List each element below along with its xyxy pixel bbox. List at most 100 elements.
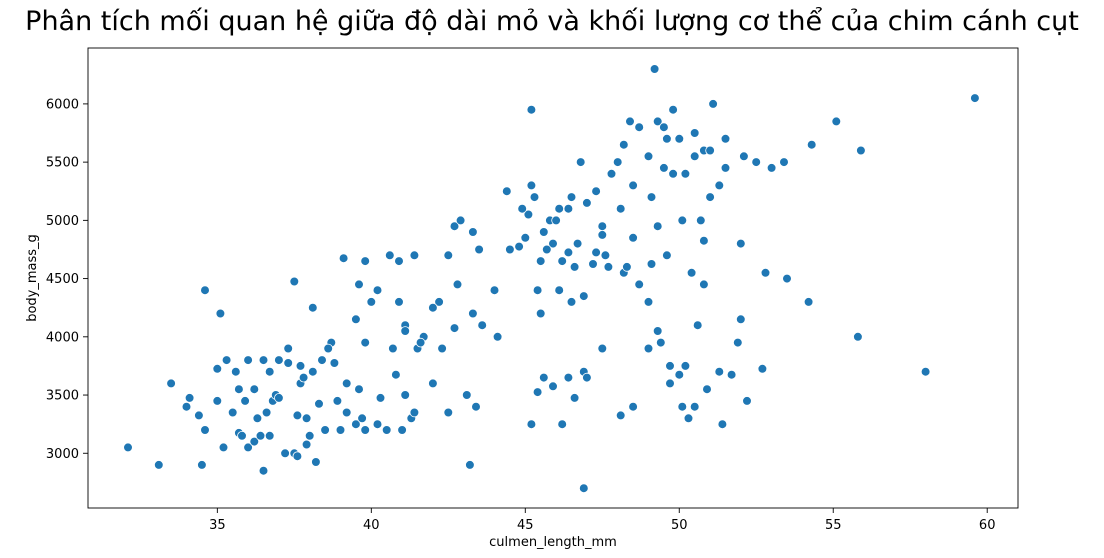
data-point	[591, 247, 601, 258]
data-point	[597, 230, 608, 240]
data-point	[563, 203, 574, 214]
data-point	[665, 378, 675, 389]
data-point	[200, 285, 210, 296]
data-point	[240, 396, 250, 406]
data-point	[757, 363, 768, 374]
data-point	[351, 314, 361, 325]
data-point	[541, 244, 552, 255]
data-point	[779, 157, 789, 167]
data-point	[234, 384, 244, 395]
data-point	[557, 419, 567, 430]
data-point	[582, 198, 592, 208]
data-point	[388, 343, 398, 354]
data-point	[760, 267, 771, 278]
data-point	[831, 116, 842, 127]
data-point	[603, 262, 614, 272]
data-point	[255, 430, 266, 441]
data-point	[372, 419, 383, 430]
data-point	[360, 256, 371, 266]
y-tick-label: 5500	[46, 156, 79, 171]
data-point	[662, 134, 672, 144]
data-point	[391, 369, 401, 380]
data-point	[717, 419, 728, 430]
x-tick-label: 40	[363, 518, 380, 533]
data-point	[720, 134, 731, 144]
data-point	[566, 192, 577, 202]
data-point	[677, 215, 688, 226]
data-point	[154, 460, 164, 470]
data-point	[646, 259, 657, 269]
data-point	[280, 448, 290, 459]
data-point	[578, 291, 589, 301]
data-point	[523, 209, 534, 220]
data-point	[465, 460, 475, 470]
data-point	[295, 361, 306, 371]
data-point	[301, 413, 312, 424]
data-point	[397, 425, 407, 435]
y-axis: 3000 3500 4000 4500 5000 5500 6000	[46, 97, 88, 462]
data-point	[726, 369, 737, 380]
data-point	[856, 145, 866, 156]
data-point	[231, 366, 241, 377]
data-point	[307, 366, 318, 377]
data-point	[471, 401, 481, 412]
data-point	[341, 378, 352, 389]
data-point	[489, 285, 500, 296]
data-point	[557, 256, 567, 266]
data-point	[532, 387, 543, 397]
data-point	[732, 337, 743, 348]
data-point	[520, 233, 531, 243]
data-point	[249, 384, 260, 395]
data-point	[699, 279, 709, 290]
data-point	[181, 401, 192, 412]
data-point	[514, 241, 524, 252]
data-points	[123, 64, 980, 494]
data-point	[338, 253, 349, 264]
data-point	[597, 221, 608, 232]
data-point	[243, 355, 253, 365]
data-point	[686, 267, 697, 278]
data-point	[720, 163, 731, 173]
data-point	[304, 430, 315, 441]
data-point	[708, 99, 718, 109]
data-point	[652, 221, 663, 232]
data-point	[227, 407, 238, 418]
data-point	[249, 436, 260, 447]
data-point	[366, 297, 377, 307]
data-point	[705, 192, 715, 202]
data-point	[714, 180, 725, 191]
data-point	[548, 238, 558, 249]
data-point	[689, 128, 700, 138]
data-point	[455, 215, 466, 226]
data-point	[618, 139, 629, 150]
data-point	[526, 104, 537, 115]
data-point	[526, 180, 537, 191]
data-point	[662, 250, 672, 261]
data-point	[428, 302, 438, 313]
data-point	[643, 297, 654, 307]
data-point	[735, 314, 746, 325]
data-point	[434, 297, 444, 307]
data-point	[449, 323, 460, 333]
data-point	[258, 355, 269, 365]
data-point	[582, 372, 592, 383]
data-point	[443, 250, 454, 261]
data-point	[714, 366, 725, 377]
data-point	[548, 381, 558, 392]
data-point	[705, 145, 715, 156]
x-axis: 35 40 45 50 55 60	[209, 508, 995, 533]
data-point	[409, 407, 420, 418]
x-axis-label: culmen_length_mm	[489, 535, 617, 550]
data-point	[668, 169, 678, 179]
data-point	[628, 401, 638, 412]
data-point	[591, 186, 601, 197]
data-point	[400, 390, 411, 400]
data-point	[360, 425, 371, 435]
data-point	[920, 366, 931, 377]
data-point	[643, 151, 654, 162]
data-point	[372, 285, 383, 296]
data-point	[323, 343, 334, 354]
data-point	[634, 122, 644, 132]
y-tick-label: 5000	[46, 214, 79, 229]
